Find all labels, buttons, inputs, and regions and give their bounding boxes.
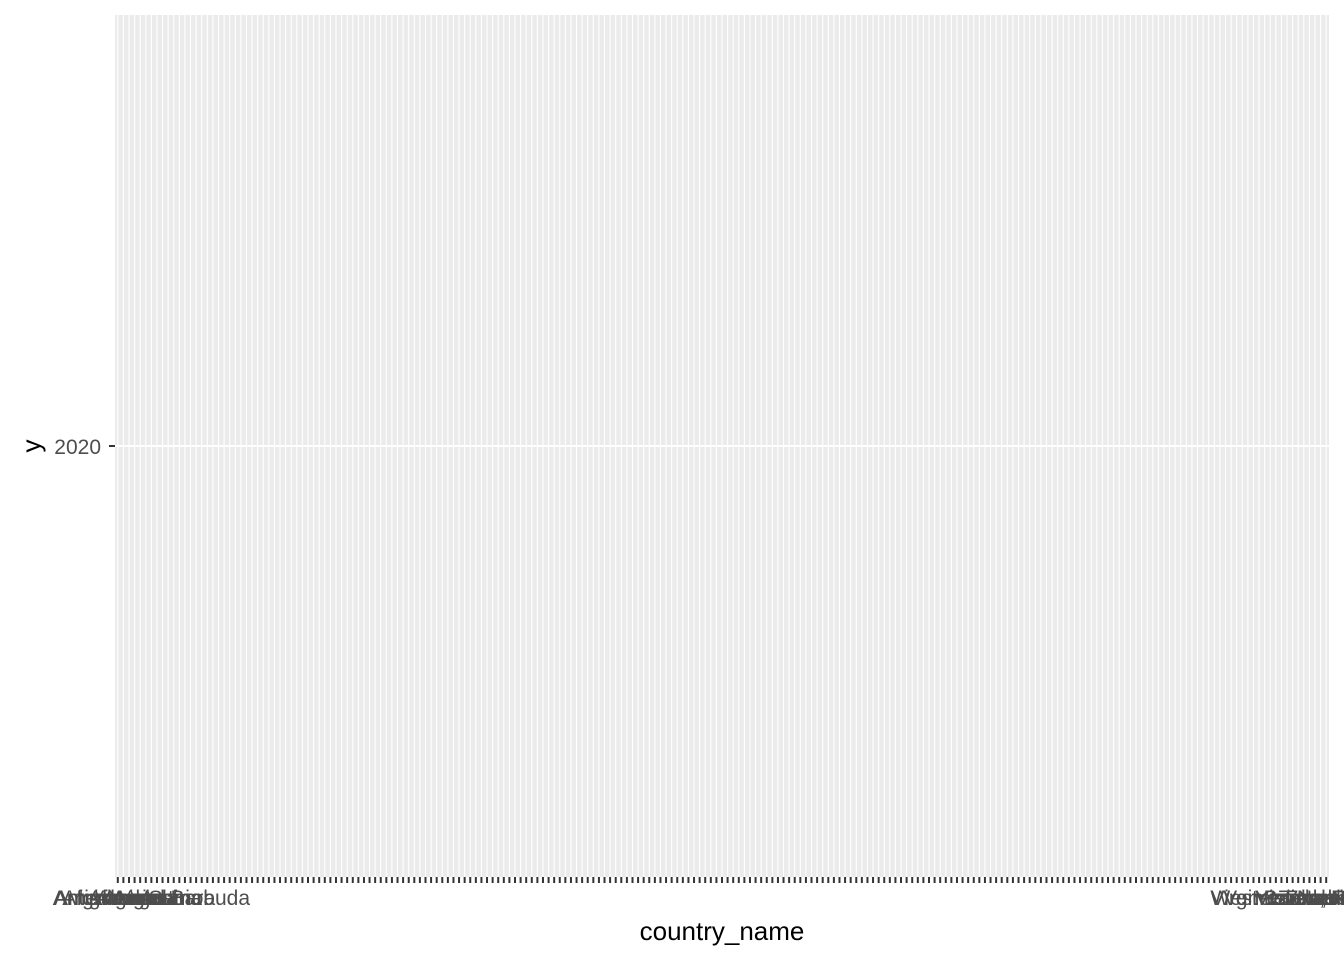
y-tick-label-2020: 2020 [54,436,101,459]
x-tick-label: Albania [88,887,158,910]
x-tick-label: Andorra [103,887,178,910]
x-tick-label: Zimbabwe [1278,887,1344,910]
x-tick-label: American Samoa [54,887,215,910]
x-tick-marks [116,877,1328,883]
x-tick-label: Armenia [123,887,202,910]
x-tick-label: West Bank and Gaza [1210,887,1344,910]
x-tick-label: Zambia [1286,887,1344,910]
x-tick-label: Yemen, Rep. [1255,887,1344,910]
y-axis-title: y [16,440,46,453]
x-tick-label: Argentina [112,887,202,910]
x-tick-label: Angola [113,887,179,910]
x-tick-label: Aruba [140,887,196,910]
x-tick-label: Virgin Islands (U.S.) [1211,887,1344,910]
x-tick-label: Antigua and Barbuda [53,887,251,910]
x-tick-label: Venezuela, RB [1223,887,1344,910]
x-tick-label: Viet Nam [1255,887,1341,910]
x-axis-title: country_name [640,916,805,946]
x-tick-label: Algeria [96,887,162,910]
x-tick-label: Afghanistan [62,887,173,910]
